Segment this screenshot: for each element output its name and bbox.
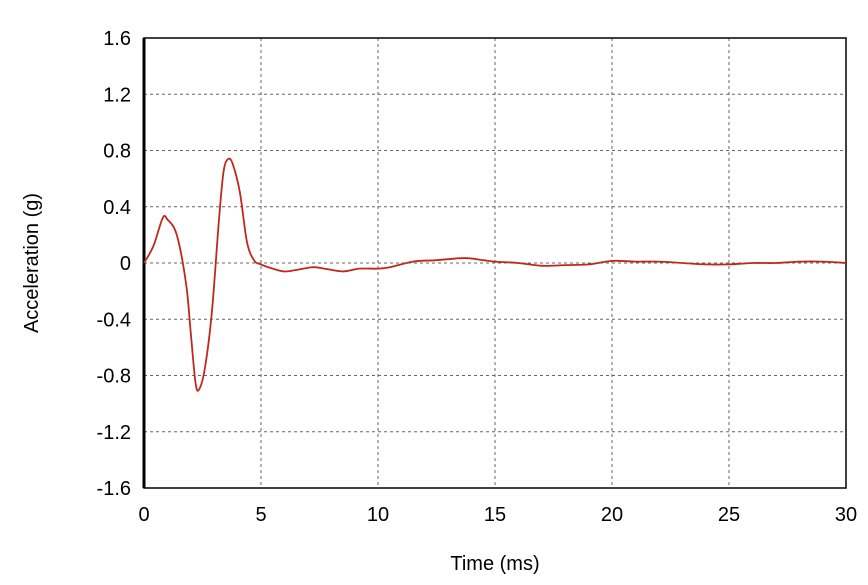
y-axis-label: Acceleration (g) [21,193,43,333]
x-tick-label: 5 [255,504,266,526]
x-tick-label: 20 [601,504,623,526]
y-tick-label: -0.4 [97,309,131,331]
y-tick-label: 1.6 [103,28,131,50]
y-tick-labels: 1.6 1.2 0.8 0.4 0 -0.4 -0.8 -1.2 -1.6 [97,28,131,500]
x-tick-label: 10 [367,504,389,526]
x-tick-labels: 0 5 10 15 20 25 30 [138,504,857,526]
x-tick-label: 15 [484,504,506,526]
x-axis-label: Time (ms) [450,553,539,575]
y-tick-label: 0 [120,253,131,275]
y-tick-label: 0.4 [103,197,131,219]
y-tick-label: -1.2 [97,422,131,444]
y-tick-label: 0.8 [103,141,131,163]
y-tick-label: -1.6 [97,478,131,500]
x-tick-label: 25 [718,504,740,526]
grid [144,38,846,488]
x-tick-label: 30 [835,504,857,526]
x-tick-label: 0 [138,504,149,526]
series-line [143,157,847,392]
y-tick-label: -0.8 [97,366,131,388]
y-tick-label: 1.2 [103,84,131,106]
